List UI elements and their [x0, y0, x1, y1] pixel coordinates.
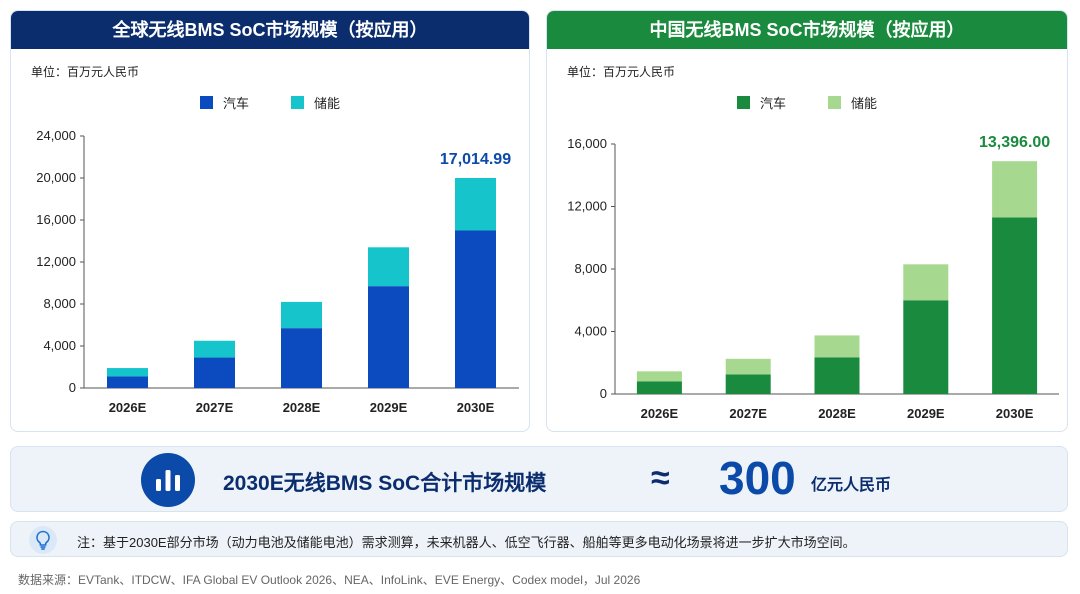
- y-tick-label: 8,000: [43, 296, 76, 311]
- legend-swatch-auto: [199, 96, 213, 109]
- legend-label-storage: 储能: [851, 96, 878, 111]
- legend-item-auto: 汽车: [736, 93, 786, 112]
- legend-label-auto: 汽车: [759, 96, 786, 111]
- bar-storage: [455, 178, 496, 231]
- bar-storage: [636, 371, 682, 382]
- bar-auto: [368, 286, 409, 388]
- bar-auto: [455, 230, 496, 388]
- legend-label-storage: 储能: [314, 96, 341, 111]
- y-tick-label: 12,000: [36, 254, 76, 269]
- bar-auto: [636, 381, 682, 394]
- y-tick-label: 16,000: [567, 136, 607, 151]
- china-bar-chart: 0 4,000 8,000 12,000 16,000 2026E 2027E 2028E 20…: [567, 134, 1059, 421]
- summary-unit: 亿元人民币: [811, 477, 892, 494]
- approx-sign: ≈: [651, 459, 670, 497]
- y-tick-label: 4,000: [574, 324, 607, 339]
- legend-swatch-storage: [291, 96, 304, 109]
- x-tick-label: 2028E: [818, 406, 856, 421]
- y-tick-label: 20,000: [36, 170, 76, 185]
- bar-auto: [814, 357, 860, 394]
- legend-item-storage: 储能: [828, 93, 877, 112]
- bar-storage: [725, 358, 771, 375]
- bar-auto: [725, 374, 771, 394]
- x-tick-label: 2028E: [283, 400, 321, 415]
- china-panel-title: 中国无线BMS SoC市场规模（按应用）: [547, 11, 1067, 49]
- y-tick-label: 24,000: [36, 128, 76, 143]
- note-box: 注：基于2030E部分市场（动力电池及储能电池）需求测算，未来机器人、低空飞行器…: [10, 521, 1068, 557]
- total-callout-label: 17,014.99: [440, 151, 511, 168]
- legend-label-auto: 汽车: [222, 96, 249, 111]
- x-tick-label: 2030E: [996, 406, 1034, 421]
- note-text: 注：基于2030E部分市场（动力电池及储能电池）需求测算，未来机器人、低空飞行器…: [77, 535, 856, 550]
- y-tick-label: 16,000: [36, 212, 76, 227]
- y-tick-label: 0: [69, 380, 76, 395]
- global-panel-title: 全球无线BMS SoC市场规模（按应用）: [11, 11, 529, 49]
- china-unit-label: 单位：百万元人民币: [567, 65, 676, 79]
- bar-storage: [194, 340, 235, 358]
- legend-item-storage: 储能: [291, 93, 340, 112]
- summary-title: 2030E无线BMS SoC合计市场规模: [223, 472, 547, 495]
- china-legend: 汽车 储能: [547, 93, 1067, 112]
- bar-auto: [992, 217, 1038, 394]
- data-source: 数据来源：EVTank、ITDCW、IFA Global EV Outlook …: [18, 573, 641, 587]
- bar-storage: [368, 247, 409, 287]
- bar-storage: [107, 368, 148, 377]
- total-callout-label: 13,396.00: [979, 134, 1050, 151]
- x-tick-label: 2026E: [641, 406, 679, 421]
- bar-auto: [903, 300, 949, 394]
- legend-swatch-storage: [828, 96, 841, 109]
- global-unit-label: 单位：百万元人民币: [31, 65, 140, 79]
- bar-storage: [814, 335, 860, 358]
- summary-value: 300: [719, 452, 796, 504]
- x-tick-label: 2029E: [370, 400, 408, 415]
- china-market-panel: 中国无线BMS SoC市场规模（按应用） 单位：百万元人民币 汽车 储能 0 4,…: [546, 10, 1068, 432]
- x-tick-label: 2029E: [907, 406, 945, 421]
- summary-banner: 2030E无线BMS SoC合计市场规模 ≈ 300 亿元人民币: [10, 446, 1068, 512]
- bar-storage: [992, 161, 1038, 218]
- bar-storage: [903, 264, 949, 301]
- legend-swatch-auto: [736, 96, 750, 109]
- y-tick-label: 4,000: [43, 338, 76, 353]
- global-legend: 汽车 储能: [11, 93, 529, 112]
- bar-auto: [281, 328, 322, 388]
- y-tick-label: 12,000: [567, 199, 607, 214]
- y-tick-label: 8,000: [574, 261, 607, 276]
- x-tick-label: 2027E: [729, 406, 767, 421]
- y-tick-label: 0: [600, 386, 607, 401]
- x-tick-label: 2027E: [196, 400, 234, 415]
- x-tick-label: 2026E: [109, 400, 147, 415]
- bar-auto: [194, 357, 235, 388]
- bar-auto: [107, 376, 148, 388]
- legend-item-auto: 汽车: [199, 93, 249, 112]
- bar-storage: [281, 301, 322, 329]
- global-bar-chart: 0 4,000 8,000 12,000 16,000 20,000 24,000 2026E…: [36, 128, 519, 415]
- bar-chart-icon: [141, 453, 195, 507]
- global-market-panel: 全球无线BMS SoC市场规模（按应用） 单位：百万元人民币 汽车 储能 0 4,…: [10, 10, 530, 432]
- lightbulb-icon: [29, 526, 57, 554]
- x-tick-label: 2030E: [457, 400, 495, 415]
